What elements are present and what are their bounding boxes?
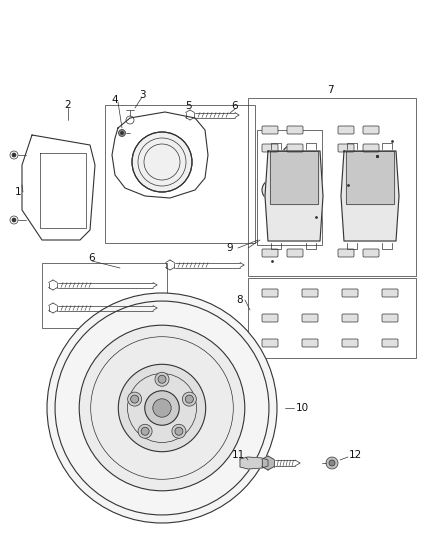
- Circle shape: [172, 424, 186, 438]
- FancyBboxPatch shape: [382, 289, 398, 297]
- Text: 1: 1: [15, 187, 21, 197]
- Ellipse shape: [280, 145, 304, 181]
- FancyBboxPatch shape: [363, 249, 379, 257]
- FancyBboxPatch shape: [338, 126, 354, 134]
- Text: 6: 6: [88, 253, 95, 263]
- Circle shape: [175, 427, 183, 435]
- Text: 10: 10: [296, 403, 308, 413]
- FancyBboxPatch shape: [287, 126, 303, 134]
- Circle shape: [132, 132, 192, 192]
- Circle shape: [138, 424, 152, 438]
- Text: 8: 8: [237, 295, 244, 305]
- Circle shape: [145, 391, 179, 425]
- Circle shape: [120, 132, 124, 134]
- Circle shape: [12, 153, 16, 157]
- FancyBboxPatch shape: [382, 339, 398, 347]
- Circle shape: [127, 392, 141, 406]
- Circle shape: [47, 293, 277, 523]
- Ellipse shape: [283, 150, 300, 175]
- FancyBboxPatch shape: [342, 314, 358, 322]
- Polygon shape: [346, 151, 394, 204]
- Circle shape: [118, 364, 206, 451]
- FancyBboxPatch shape: [287, 144, 303, 152]
- Bar: [257, 130, 322, 245]
- FancyBboxPatch shape: [363, 144, 379, 152]
- Circle shape: [326, 457, 338, 469]
- Text: 11: 11: [231, 450, 245, 460]
- Polygon shape: [341, 151, 399, 241]
- FancyBboxPatch shape: [262, 144, 278, 152]
- FancyBboxPatch shape: [338, 144, 354, 152]
- Polygon shape: [262, 456, 274, 470]
- Bar: [42, 263, 167, 328]
- FancyBboxPatch shape: [262, 314, 278, 322]
- Circle shape: [329, 460, 335, 466]
- Circle shape: [119, 130, 126, 136]
- Bar: [248, 98, 416, 276]
- Circle shape: [182, 392, 196, 406]
- Circle shape: [12, 218, 16, 222]
- FancyBboxPatch shape: [262, 289, 278, 297]
- Circle shape: [153, 399, 171, 417]
- FancyBboxPatch shape: [262, 339, 278, 347]
- FancyBboxPatch shape: [262, 126, 278, 134]
- FancyBboxPatch shape: [342, 289, 358, 297]
- FancyBboxPatch shape: [287, 249, 303, 257]
- FancyBboxPatch shape: [363, 126, 379, 134]
- FancyBboxPatch shape: [302, 314, 318, 322]
- FancyBboxPatch shape: [302, 289, 318, 297]
- Polygon shape: [240, 457, 268, 469]
- Circle shape: [141, 427, 149, 435]
- Text: 2: 2: [65, 100, 71, 110]
- Ellipse shape: [268, 180, 296, 200]
- Text: 7: 7: [327, 85, 333, 95]
- Bar: [105, 105, 255, 243]
- Circle shape: [158, 375, 166, 383]
- FancyBboxPatch shape: [338, 249, 354, 257]
- FancyBboxPatch shape: [262, 249, 278, 257]
- Polygon shape: [270, 151, 318, 204]
- Text: 6: 6: [232, 101, 238, 111]
- Circle shape: [185, 395, 193, 403]
- FancyBboxPatch shape: [382, 314, 398, 322]
- Text: 9: 9: [227, 243, 233, 253]
- Text: 5: 5: [185, 101, 191, 111]
- FancyBboxPatch shape: [342, 339, 358, 347]
- Bar: [248, 278, 416, 358]
- Text: 3: 3: [139, 90, 145, 100]
- Circle shape: [155, 372, 169, 386]
- Text: 12: 12: [348, 450, 362, 460]
- Circle shape: [131, 395, 139, 403]
- Circle shape: [79, 325, 245, 491]
- FancyBboxPatch shape: [302, 339, 318, 347]
- Ellipse shape: [262, 176, 302, 204]
- Polygon shape: [265, 151, 323, 241]
- Text: 4: 4: [112, 95, 118, 105]
